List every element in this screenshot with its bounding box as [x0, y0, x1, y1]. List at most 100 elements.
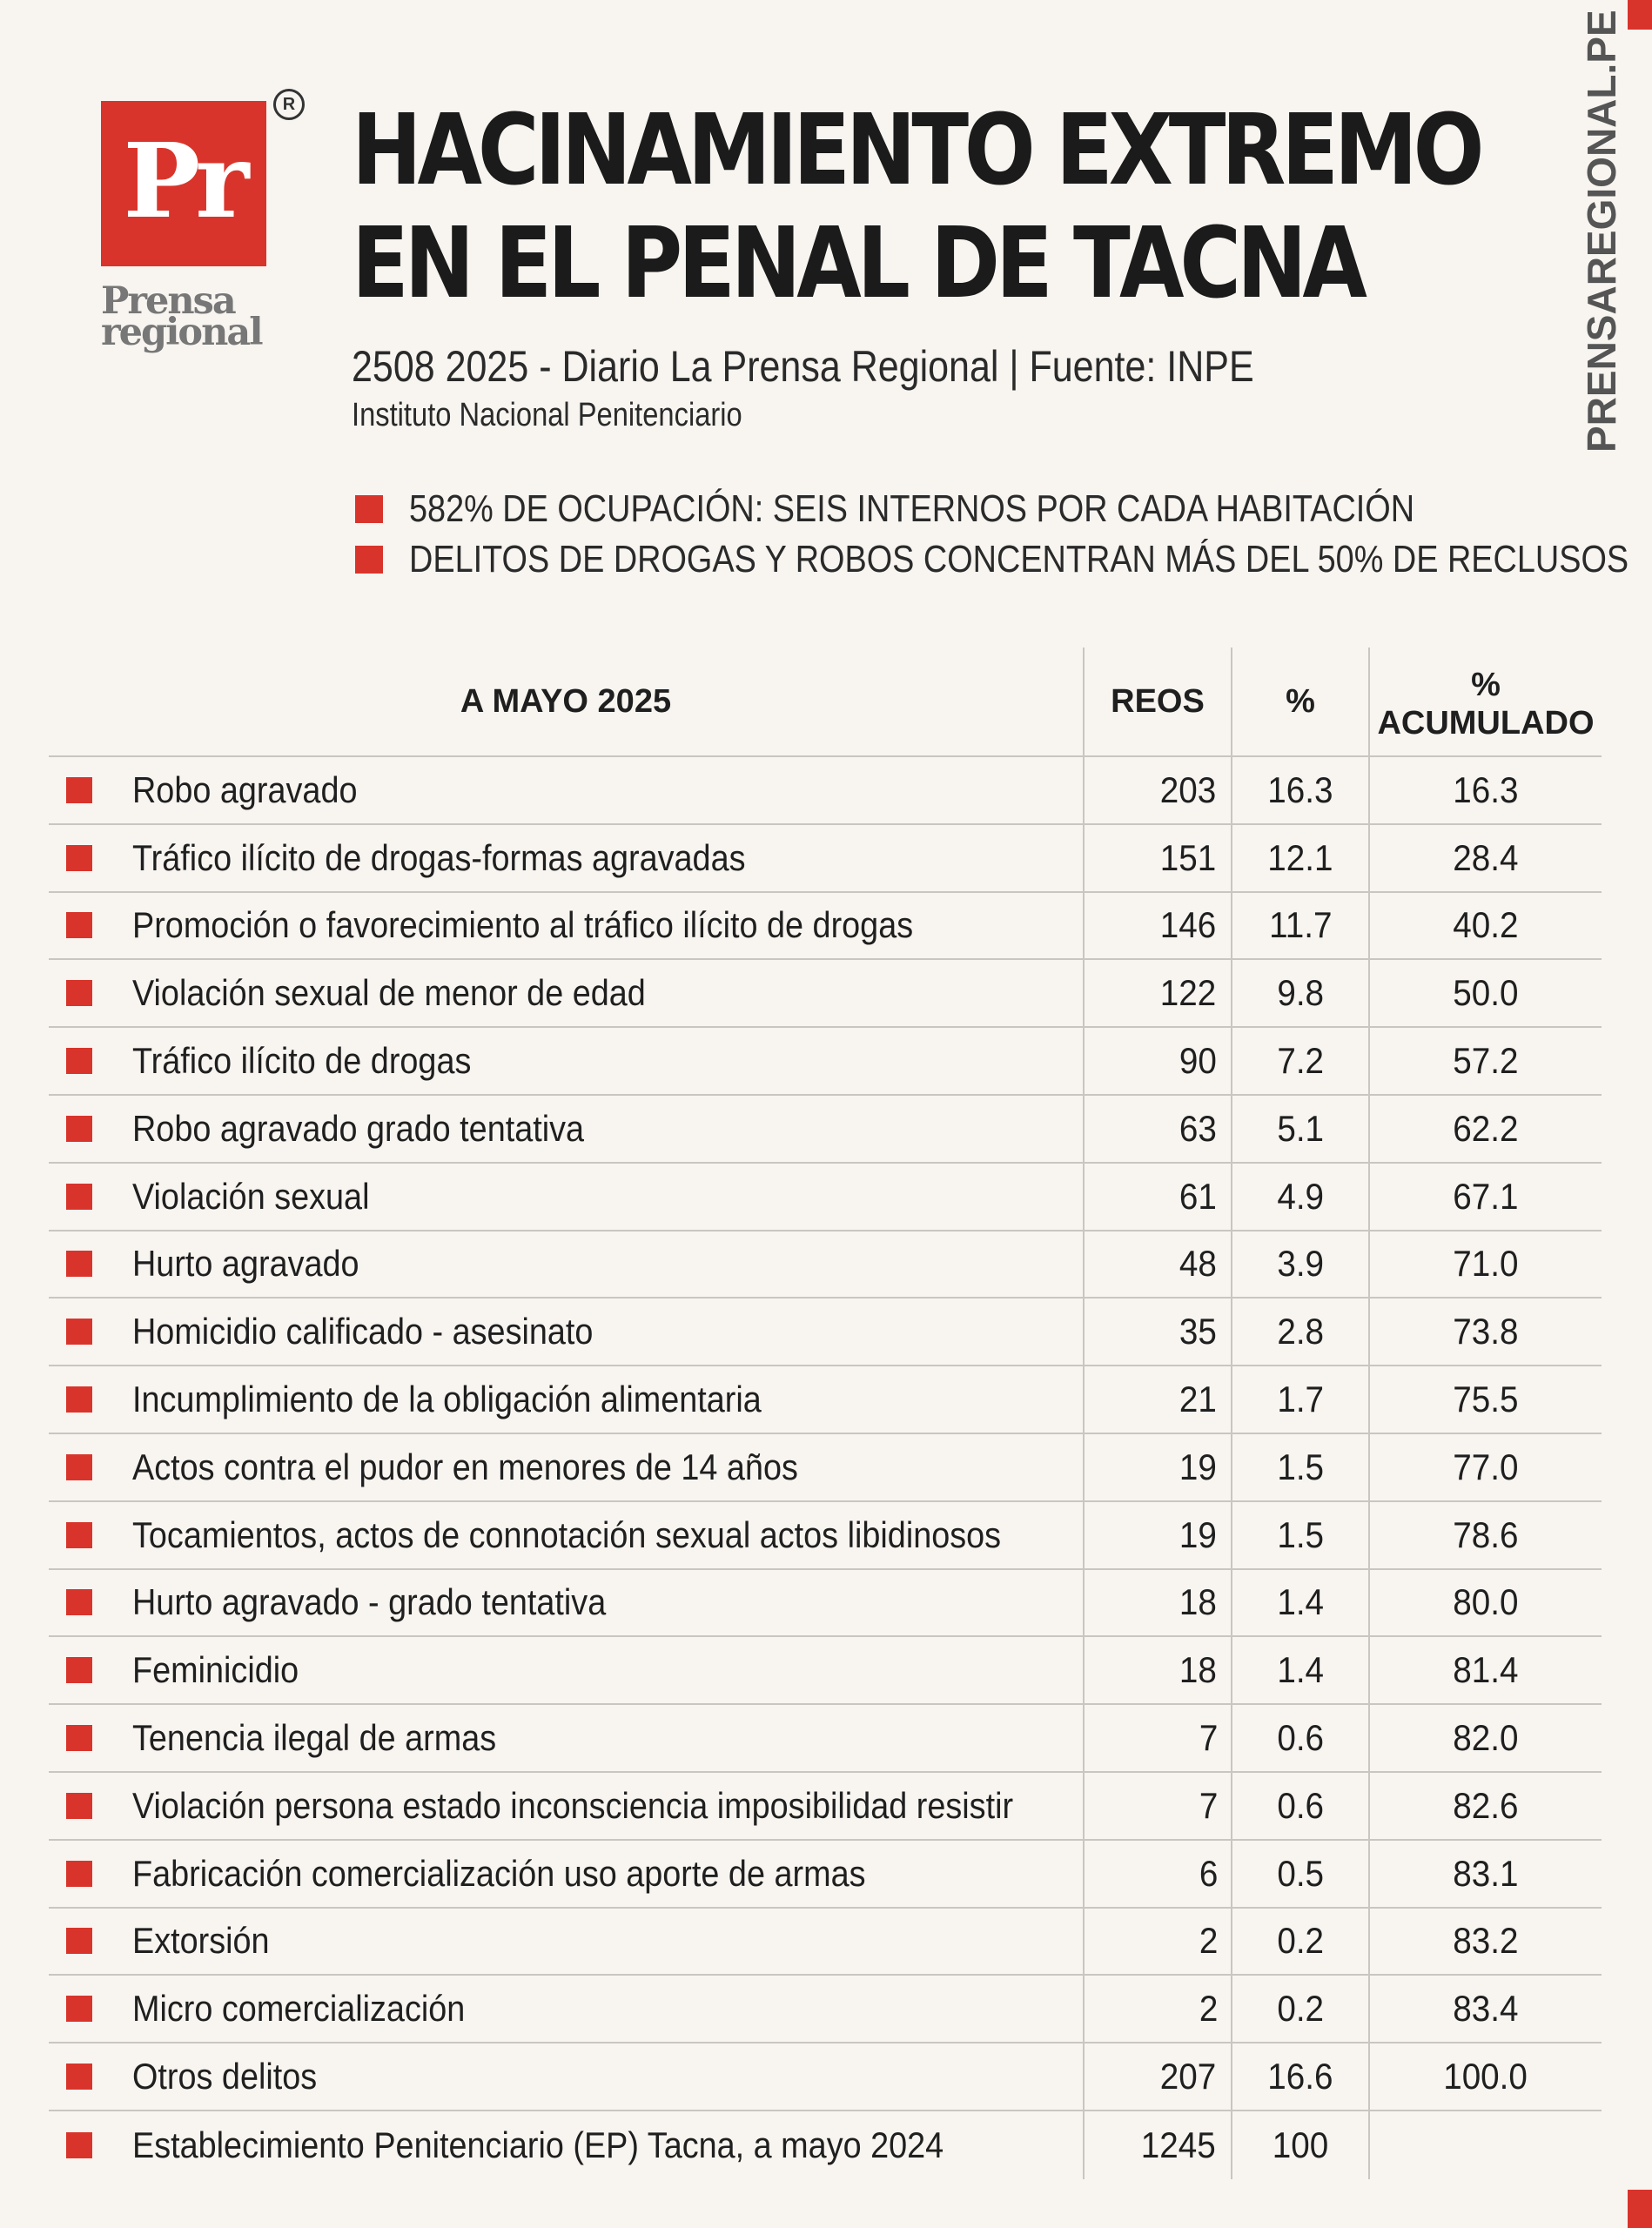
red-square-icon — [355, 495, 383, 523]
pct-value: 1.5 — [1277, 1513, 1324, 1555]
red-square-icon — [66, 1792, 92, 1819]
cell-reos: 1245 — [1083, 2111, 1231, 2179]
source-note: Instituto Nacional Penitenciario — [352, 397, 742, 433]
cell-reos: 122 — [1083, 960, 1231, 1027]
acum-value: 28.4 — [1453, 836, 1519, 878]
cell-acum: 83.1 — [1368, 1840, 1602, 1907]
crime-label: Hurto agravado - grado tentativa — [132, 1581, 607, 1623]
pct-value: 16.6 — [1267, 2056, 1333, 2097]
reos-value: 207 — [1159, 2056, 1217, 2097]
acum-value: 82.6 — [1453, 1784, 1519, 1826]
pct-value: 0.5 — [1277, 1852, 1324, 1894]
cell-label: Promoción o favorecimiento al tráfico il… — [49, 893, 1083, 959]
cell-pct: 1.5 — [1231, 1433, 1368, 1500]
red-square-icon — [66, 1725, 92, 1752]
pct-value: 4.9 — [1277, 1175, 1324, 1217]
acum-value: 83.4 — [1453, 1988, 1519, 2030]
red-square-icon — [66, 912, 92, 939]
acum-value: 78.6 — [1453, 1513, 1519, 1555]
crime-label: Homicidio calificado - asesinato — [132, 1311, 594, 1352]
title-line1: HACINAMIENTO EXTREMO — [352, 94, 1484, 207]
pct-value: 12.1 — [1267, 836, 1333, 878]
pct-value: 0.2 — [1277, 1988, 1324, 2030]
cell-pct: 0.6 — [1231, 1772, 1368, 1839]
cell-pct: 7.2 — [1231, 1028, 1368, 1094]
acum-value: 62.2 — [1453, 1107, 1519, 1149]
crime-label: Promoción o favorecimiento al tráfico il… — [132, 904, 914, 946]
reos-value: 151 — [1159, 836, 1217, 878]
cell-acum: 67.1 — [1368, 1163, 1602, 1230]
reos-value: 2 — [1199, 1920, 1219, 1962]
header-acum-line2: ACUMULADO — [1377, 705, 1595, 742]
red-square-icon — [66, 776, 92, 803]
reos-value: 122 — [1159, 972, 1217, 1014]
cell-acum: 62.2 — [1368, 1095, 1602, 1162]
acum-value: 100.0 — [1443, 2056, 1528, 2097]
cell-reos: 63 — [1083, 1095, 1231, 1162]
crime-label: Violación sexual — [132, 1175, 370, 1217]
cell-pct: 0.5 — [1231, 1840, 1368, 1907]
reos-value: 21 — [1179, 1379, 1218, 1420]
pct-value: 3.9 — [1277, 1243, 1324, 1285]
red-square-icon — [66, 844, 92, 871]
cell-reos: 19 — [1083, 1501, 1231, 1568]
acum-value: 40.2 — [1453, 904, 1519, 946]
cell-reos: 18 — [1083, 1637, 1231, 1704]
pct-value: 1.7 — [1277, 1379, 1324, 1420]
crime-label: Tenencia ilegal de armas — [132, 1717, 497, 1759]
crime-label: Robo agravado — [132, 768, 358, 810]
table-row: Violación sexual de menor de edad 122 9.8 5… — [49, 960, 1602, 1029]
registered-mark: R — [273, 89, 305, 120]
pct-value: 1.4 — [1277, 1581, 1324, 1623]
table-row: Violación persona estado inconsciencia i… — [49, 1772, 1602, 1841]
red-square-icon — [66, 1860, 92, 1887]
crime-label: Feminicidio — [132, 1649, 299, 1691]
header-acum-line1: % — [1471, 667, 1501, 703]
cell-reos: 146 — [1083, 892, 1231, 959]
cell-reos: 2 — [1083, 1908, 1231, 1975]
red-square-icon — [66, 1521, 92, 1548]
pct-value: 0.2 — [1277, 1920, 1324, 1962]
table-row: Incumplimiento de la obligación alimenta… — [49, 1366, 1602, 1434]
cell-pct: 1.7 — [1231, 1366, 1368, 1433]
pct-value: 16.3 — [1267, 768, 1333, 810]
table-row: Hurto agravado - grado tentativa 18 1.4 80.… — [49, 1569, 1602, 1638]
reos-value: 203 — [1159, 768, 1217, 810]
cell-pct: 2.8 — [1231, 1299, 1368, 1366]
reos-value: 18 — [1179, 1649, 1218, 1691]
crime-label: Robo agravado grado tentativa — [132, 1107, 585, 1149]
cell-pct: 0.6 — [1231, 1705, 1368, 1771]
cell-acum: 81.4 — [1368, 1637, 1602, 1704]
cell-label: Violación sexual de menor de edad — [49, 960, 1083, 1026]
cell-label: Micro comercialización — [49, 1976, 1083, 2042]
header-pct: % — [1231, 648, 1368, 755]
reos-value: 61 — [1179, 1175, 1218, 1217]
red-square-icon — [66, 1589, 92, 1616]
pct-value: 1.4 — [1277, 1649, 1324, 1691]
pct-value: 100 — [1272, 2124, 1329, 2165]
cell-reos: 19 — [1083, 1433, 1231, 1500]
table-row: Extorsión 2 0.2 83.2 — [49, 1908, 1602, 1976]
cell-reos: 2 — [1083, 1976, 1231, 2043]
corner-accent-top — [1628, 0, 1652, 30]
acum-value: 71.0 — [1453, 1243, 1519, 1285]
red-square-icon — [66, 1996, 92, 2023]
highlight-item: DELITOS DE DROGAS Y ROBOS CONCENTRAN MÁS… — [355, 534, 1652, 585]
acum-value: 73.8 — [1453, 1311, 1519, 1352]
table-row: Promoción o favorecimiento al tráfico il… — [49, 892, 1602, 961]
pct-value: 1.5 — [1277, 1446, 1324, 1487]
cell-label: Violación persona estado inconsciencia i… — [49, 1773, 1083, 1839]
cell-reos: 18 — [1083, 1569, 1231, 1636]
crime-label: Hurto agravado — [132, 1243, 359, 1285]
red-square-icon — [66, 1386, 92, 1413]
cell-label: Extorsión — [49, 1909, 1083, 1975]
cell-pct: 12.1 — [1231, 824, 1368, 891]
cell-acum: 71.0 — [1368, 1231, 1602, 1298]
red-square-icon — [66, 1319, 92, 1346]
acum-value: 67.1 — [1453, 1175, 1519, 1217]
cell-reos: 151 — [1083, 824, 1231, 891]
crime-label: Otros delitos — [132, 2056, 318, 2097]
acum-value: 80.0 — [1453, 1581, 1519, 1623]
cell-acum: 80.0 — [1368, 1569, 1602, 1636]
red-square-icon — [355, 546, 383, 574]
